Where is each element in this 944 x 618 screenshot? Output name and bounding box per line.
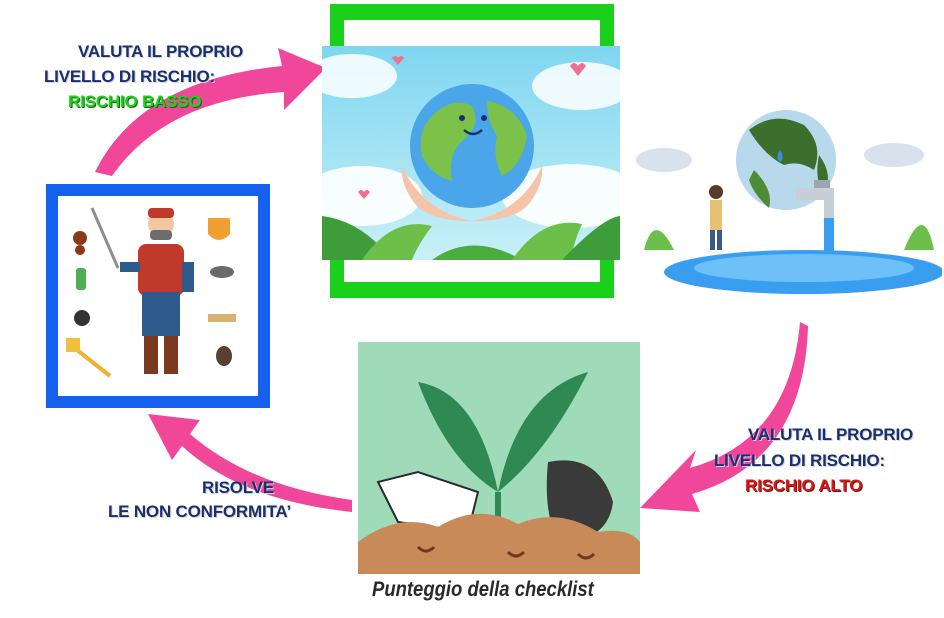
bottom-left-step-line2: LE NON CONFORMITA’ xyxy=(108,502,292,521)
arrow-to-checklist xyxy=(640,322,808,512)
arrow-to-earth xyxy=(95,48,326,176)
top-left-step-line2: LIVELLO DI RISCHIO: xyxy=(44,67,215,86)
earth-faucet-water-illustration xyxy=(624,100,942,302)
plant-waste-soil-illustration xyxy=(358,342,640,574)
high-risk-label: RISCHIO ALTO xyxy=(745,476,863,495)
low-risk-label: RISCHIO BASSO xyxy=(68,92,202,111)
earth-in-hands-illustration xyxy=(322,46,620,260)
right-step-line1: VALUTA IL PROPRIO xyxy=(748,425,914,444)
pest-control-worker-illustration xyxy=(66,207,236,378)
right-step-line2: LIVELLO DI RISCHIO: xyxy=(714,451,885,470)
bottom-left-step-line1: RISOLVE xyxy=(202,478,274,497)
top-left-step-line1: VALUTA IL PROPRIO xyxy=(78,42,244,61)
arrow-to-pest-control xyxy=(148,414,352,512)
checklist-caption: Punteggio della checklist xyxy=(372,578,594,601)
